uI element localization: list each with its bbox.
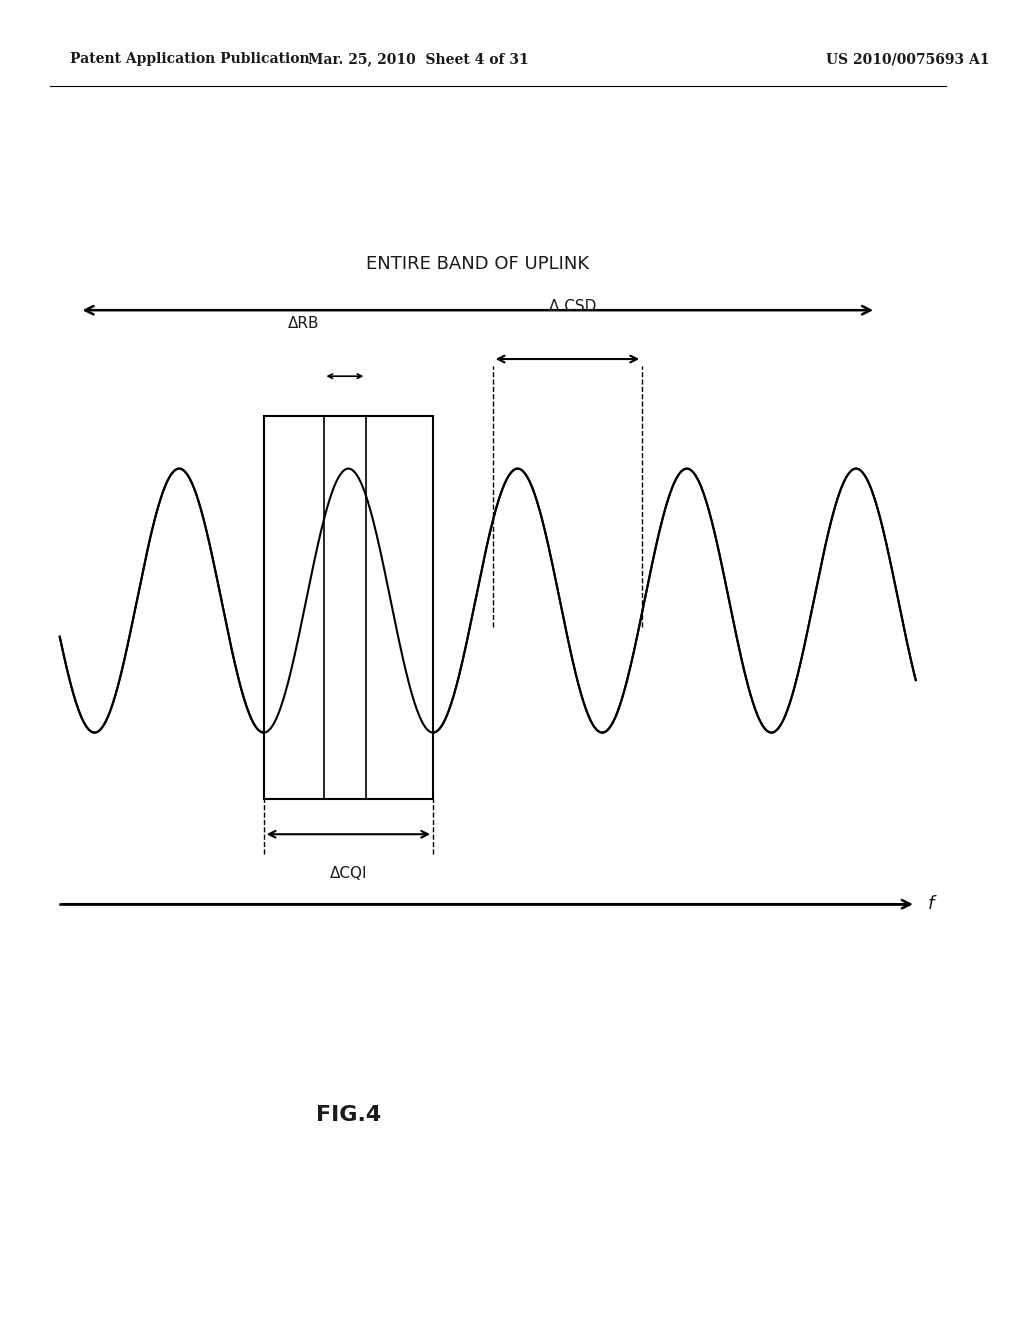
Text: ΔRB: ΔRB	[288, 315, 319, 331]
Text: ΔCQI: ΔCQI	[330, 866, 368, 882]
Text: FIG.4: FIG.4	[315, 1105, 381, 1126]
Text: f: f	[928, 895, 934, 913]
Bar	[264, 416, 433, 799]
Text: ENTIRE BAND OF UPLINK: ENTIRE BAND OF UPLINK	[367, 255, 590, 273]
Text: Mar. 25, 2010  Sheet 4 of 31: Mar. 25, 2010 Sheet 4 of 31	[307, 53, 528, 66]
Text: US 2010/0075693 A1: US 2010/0075693 A1	[826, 53, 989, 66]
Text: Δ CSD: Δ CSD	[549, 298, 596, 314]
Text: Patent Application Publication: Patent Application Publication	[70, 53, 309, 66]
